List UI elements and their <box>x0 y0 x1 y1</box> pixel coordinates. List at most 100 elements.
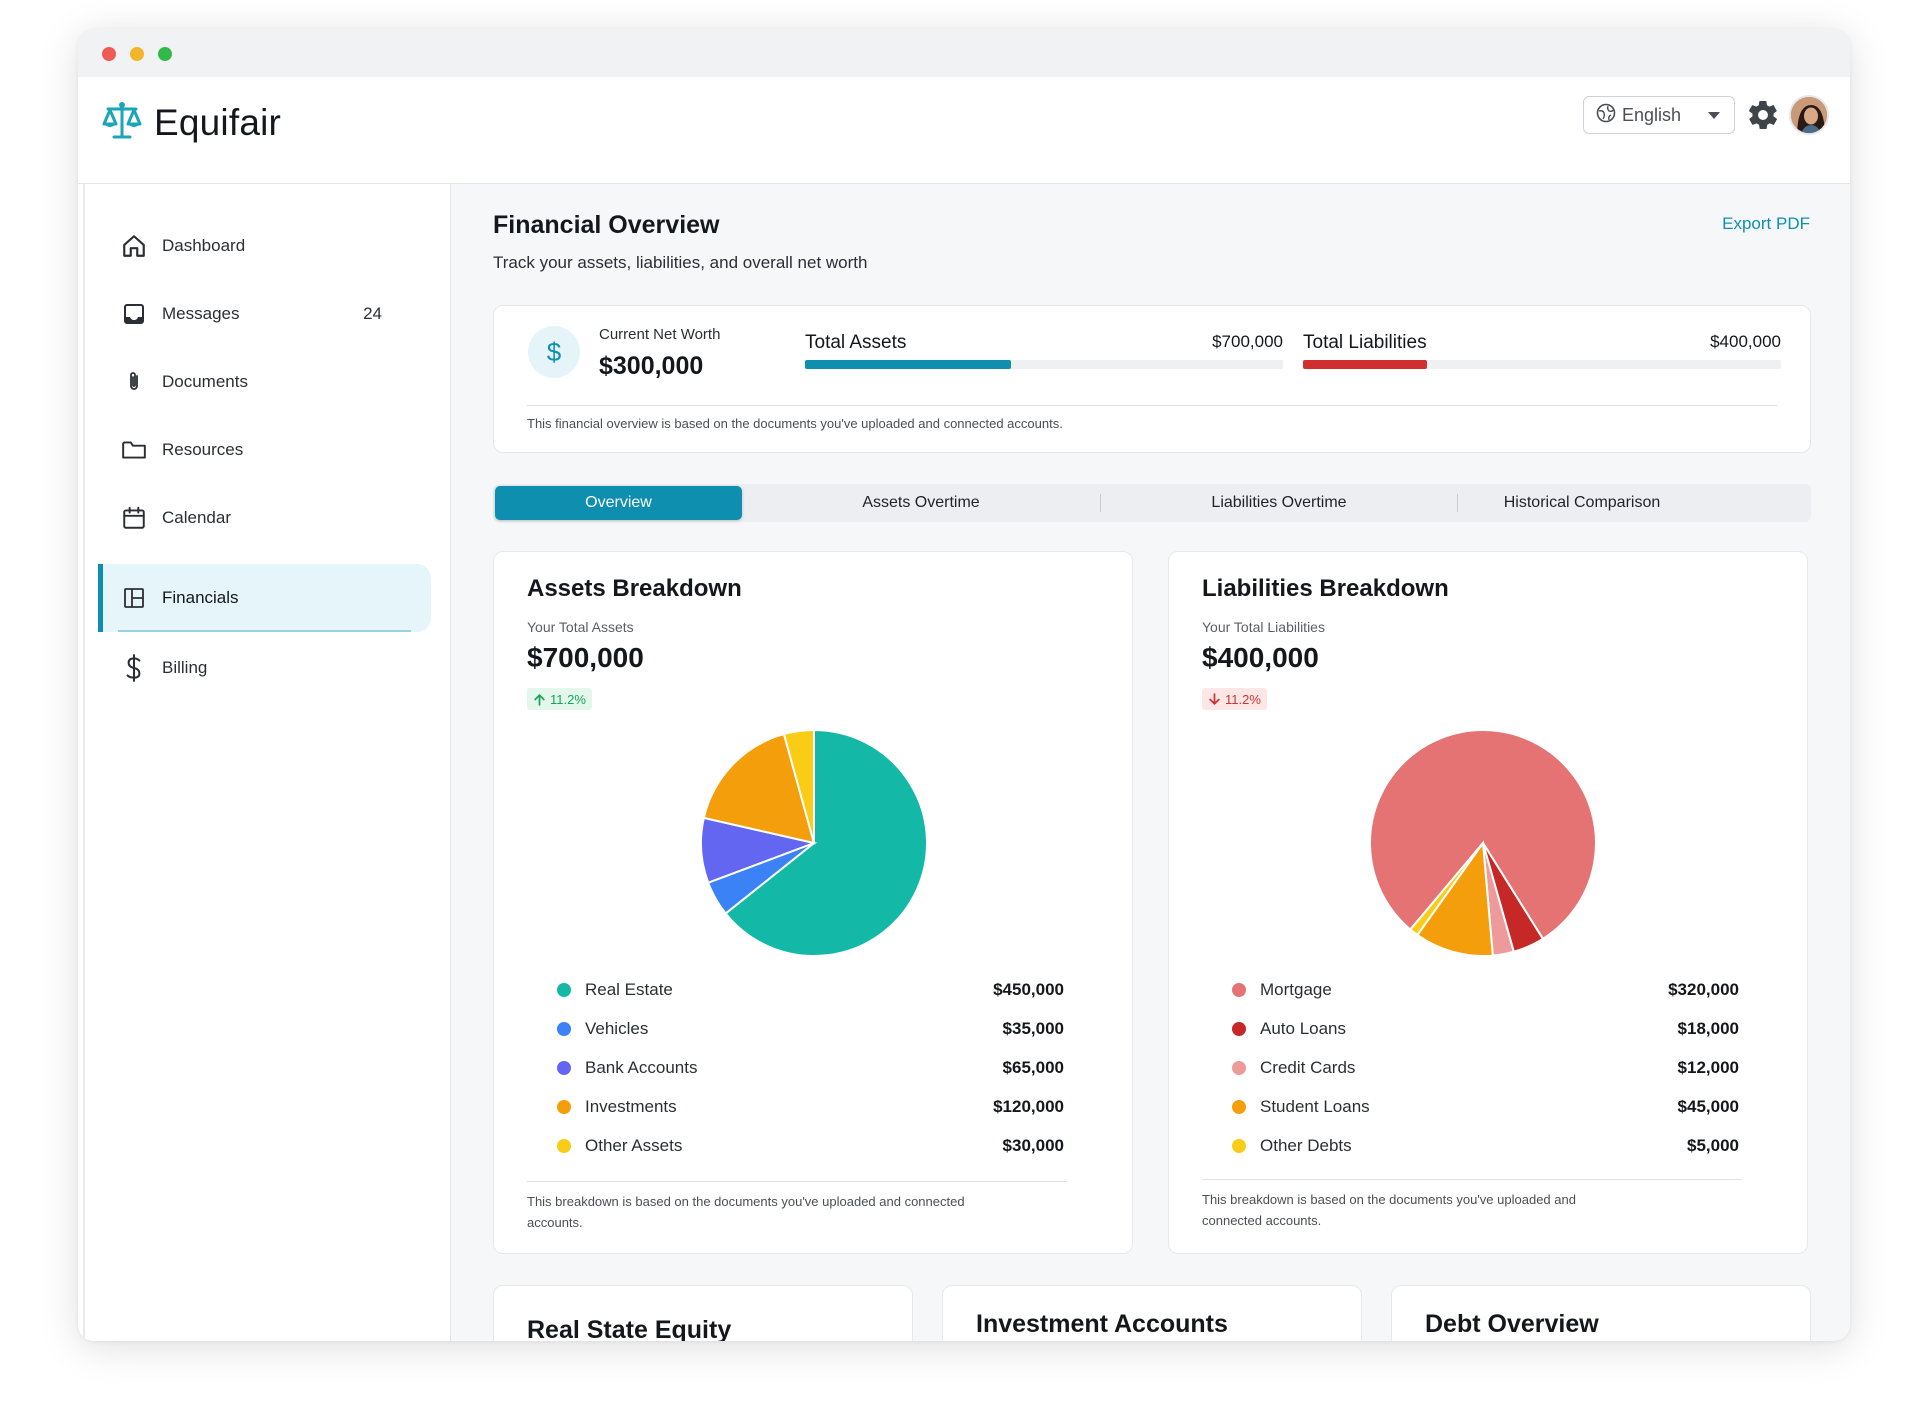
summary-note: This financial overview is based on the … <box>527 416 1063 431</box>
sidebar-item-label: Billing <box>162 658 208 677</box>
page-subtitle: Track your assets, liabilities, and over… <box>493 253 868 272</box>
legend-value: $45,000 <box>1677 1096 1739 1116</box>
sidebar-item-dashboard[interactable]: Dashboard <box>98 212 430 280</box>
paperclip-icon <box>120 368 148 396</box>
assets-trend-badge: 11.2% <box>527 688 592 710</box>
tab-liabilities-overtime[interactable]: Liabilities Overtime <box>1211 494 1347 511</box>
legend-dot <box>557 1138 571 1153</box>
home-icon <box>120 232 148 260</box>
net-worth-summary-card: $ Current Net Worth $300,000 Total Asset… <box>493 305 1811 453</box>
investment-accounts-title: Investment Accounts <box>976 1310 1228 1338</box>
legend-value: $30,000 <box>1002 1135 1064 1155</box>
legend-dot <box>557 1099 571 1114</box>
sidebar-item-messages[interactable]: Messages 24 <box>98 280 430 348</box>
window-maximize-button[interactable] <box>158 47 172 61</box>
assets-slice-3[interactable] <box>702 732 816 845</box>
dollar-icon <box>120 654 148 682</box>
tab-overview[interactable]: Overview <box>495 486 742 520</box>
legend-label: Credit Cards <box>1260 1057 1356 1077</box>
tab-historical-comparison[interactable]: Historical Comparison <box>1503 494 1661 511</box>
total-liabilities-value: $400,000 <box>1710 332 1781 351</box>
tab-separator <box>1100 494 1101 512</box>
summary-divider <box>527 405 1777 406</box>
debt-overview-card[interactable]: Debt Overview <box>1391 1285 1811 1341</box>
overview-tabs: Overview Assets Overtime Liabilities Ove… <box>493 484 1811 522</box>
window-close-button[interactable] <box>102 47 116 61</box>
export-pdf-link[interactable]: Export PDF <box>1722 214 1810 233</box>
assets-pie-chart <box>700 728 928 957</box>
sidebar-item-calendar[interactable]: Calendar <box>98 484 430 552</box>
sidebar-item-label: Messages <box>162 304 240 323</box>
liabilities-divider <box>1202 1179 1742 1180</box>
assets-breakdown-title: Assets Breakdown <box>527 575 742 602</box>
main-content: Financial Overview Track your assets, li… <box>452 184 1850 1341</box>
liabilities-trend-value: 11.2% <box>1225 691 1261 707</box>
total-liabilities-label: Total Liabilities <box>1303 332 1427 353</box>
liabilities-slice-4[interactable] <box>1408 842 1484 937</box>
assets-slice-0[interactable] <box>724 728 928 957</box>
messages-count: 24 <box>363 304 382 323</box>
legend-label: Vehicles <box>585 1018 649 1038</box>
app-name: Equifair <box>154 102 282 143</box>
liabilities-note: This breakdown is based on the documents… <box>1202 1192 1576 1228</box>
sidebar-item-billing[interactable]: Billing <box>98 634 430 702</box>
layout-icon <box>120 584 148 612</box>
investment-accounts-card[interactable]: Investment Accounts <box>942 1285 1362 1341</box>
tab-assets-overtime[interactable]: Assets Overtime <box>862 494 980 511</box>
sidebar-item-label: Calendar <box>162 508 231 527</box>
liabilities-legend-item: Student Loans $45,000 <box>1214 1087 1749 1126</box>
legend-dot <box>557 982 571 997</box>
debt-overview-title: Debt Overview <box>1425 1310 1599 1338</box>
inbox-icon <box>120 300 148 328</box>
liabilities-slice-3[interactable] <box>1415 840 1494 957</box>
assets-legend-item: Real Estate $450,000 <box>539 970 1074 1009</box>
legend-dot <box>1232 1060 1246 1075</box>
legend-value: $5,000 <box>1687 1135 1739 1155</box>
gear-icon[interactable] <box>1746 98 1780 132</box>
legend-dot <box>557 1060 571 1075</box>
legend-dot <box>1232 1099 1246 1114</box>
arrow-down-icon <box>1209 692 1220 705</box>
liabilities-total-label: Your Total Liabilities <box>1202 619 1325 635</box>
liabilities-total-value: $400,000 <box>1202 642 1319 673</box>
sidebar-item-label: Resources <box>162 440 244 459</box>
legend-value: $320,000 <box>1668 979 1739 999</box>
legend-value: $18,000 <box>1677 1018 1739 1038</box>
arrow-up-icon <box>534 693 545 706</box>
sidebar-item-label: Financials <box>162 588 239 607</box>
liabilities-breakdown-title: Liabilities Breakdown <box>1202 575 1449 602</box>
legend-dot <box>557 1021 571 1036</box>
assets-progress-fill <box>805 360 1011 369</box>
liabilities-progress-fill <box>1303 360 1428 369</box>
app-window: Equifair English <box>78 29 1850 1341</box>
assets-trend-value: 11.2% <box>550 691 586 707</box>
assets-legend-item: Bank Accounts $65,000 <box>539 1048 1074 1087</box>
assets-total-label: Your Total Assets <box>527 619 634 635</box>
scales-icon <box>100 99 144 148</box>
sidebar-item-resources[interactable]: Resources <box>98 416 430 484</box>
sidebar-item-label: Documents <box>162 372 248 391</box>
liabilities-legend-item: Mortgage $320,000 <box>1214 970 1749 1009</box>
legend-label: Bank Accounts <box>585 1057 698 1077</box>
app-logo[interactable]: Equifair <box>100 95 281 151</box>
real-estate-equity-card[interactable]: Real State Equity <box>493 1285 913 1341</box>
tab-separator <box>1457 494 1458 512</box>
legend-value: $35,000 <box>1002 1018 1064 1038</box>
liabilities-slice-0[interactable] <box>1369 729 1597 941</box>
assets-slice-4[interactable] <box>782 728 815 844</box>
liabilities-trend-badge: 11.2% <box>1202 688 1267 710</box>
liabilities-legend-item: Other Debts $5,000 <box>1214 1126 1749 1165</box>
window-minimize-button[interactable] <box>130 47 144 61</box>
chevron-down-icon <box>1708 112 1720 119</box>
sidebar-item-financials[interactable]: Financials <box>98 564 431 632</box>
assets-total-value: $700,000 <box>527 642 644 673</box>
avatar[interactable] <box>1789 95 1829 135</box>
language-select[interactable]: English <box>1583 96 1735 134</box>
assets-legend: Real Estate $450,000 Vehicles $35,000 Bank A… <box>539 970 1074 1165</box>
liabilities-legend-item: Auto Loans $18,000 <box>1214 1009 1749 1048</box>
net-worth-value: $300,000 <box>599 352 704 380</box>
liabilities-breakdown-card: Liabilities Breakdown Your Total Liabili… <box>1168 551 1808 1254</box>
legend-label: Student Loans <box>1260 1096 1370 1116</box>
page-title: Financial Overview <box>493 211 720 239</box>
sidebar-item-documents[interactable]: Documents <box>98 348 430 416</box>
